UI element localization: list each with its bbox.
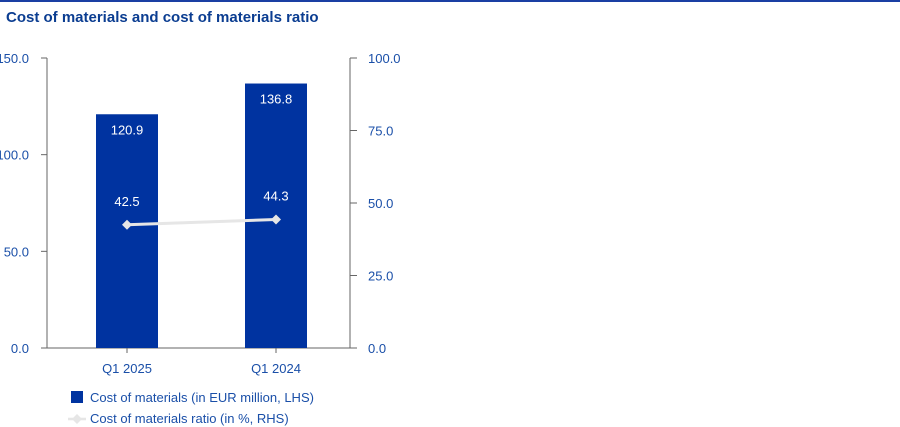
left-tick-label: 0.0 [11,341,29,356]
right-tick-label: 75.0 [368,124,393,139]
legend-bar-swatch [71,391,83,403]
right-tick-label: 50.0 [368,196,393,211]
top-rule [0,0,900,2]
ratio-data-label: 44.3 [263,189,288,204]
x-tick-label: Q1 2025 [102,361,152,376]
legend-bar-label: Cost of materials (in EUR million, LHS) [90,390,314,405]
legend-line-marker [72,414,82,424]
bar [96,114,158,348]
ratio-line [126,218,277,227]
bar-data-label: 136.8 [260,92,293,107]
ratio-point [271,214,281,225]
right-tick-label: 25.0 [368,269,393,284]
left-tick-label: 100.0 [0,148,29,163]
chart-title: Cost of materials and cost of materials … [6,9,319,26]
right-tick-label: 0.0 [368,341,386,356]
x-tick-label: Q1 2024 [251,361,301,376]
right-tick-label: 100.0 [368,51,401,66]
ratio-point [122,219,132,230]
ratio-data-label: 42.5 [114,194,139,209]
left-tick-label: 50.0 [4,244,29,259]
left-tick-label: 150.0 [0,51,29,66]
bar-data-label: 120.9 [111,122,144,137]
legend-line-label: Cost of materials ratio (in %, RHS) [90,411,289,426]
